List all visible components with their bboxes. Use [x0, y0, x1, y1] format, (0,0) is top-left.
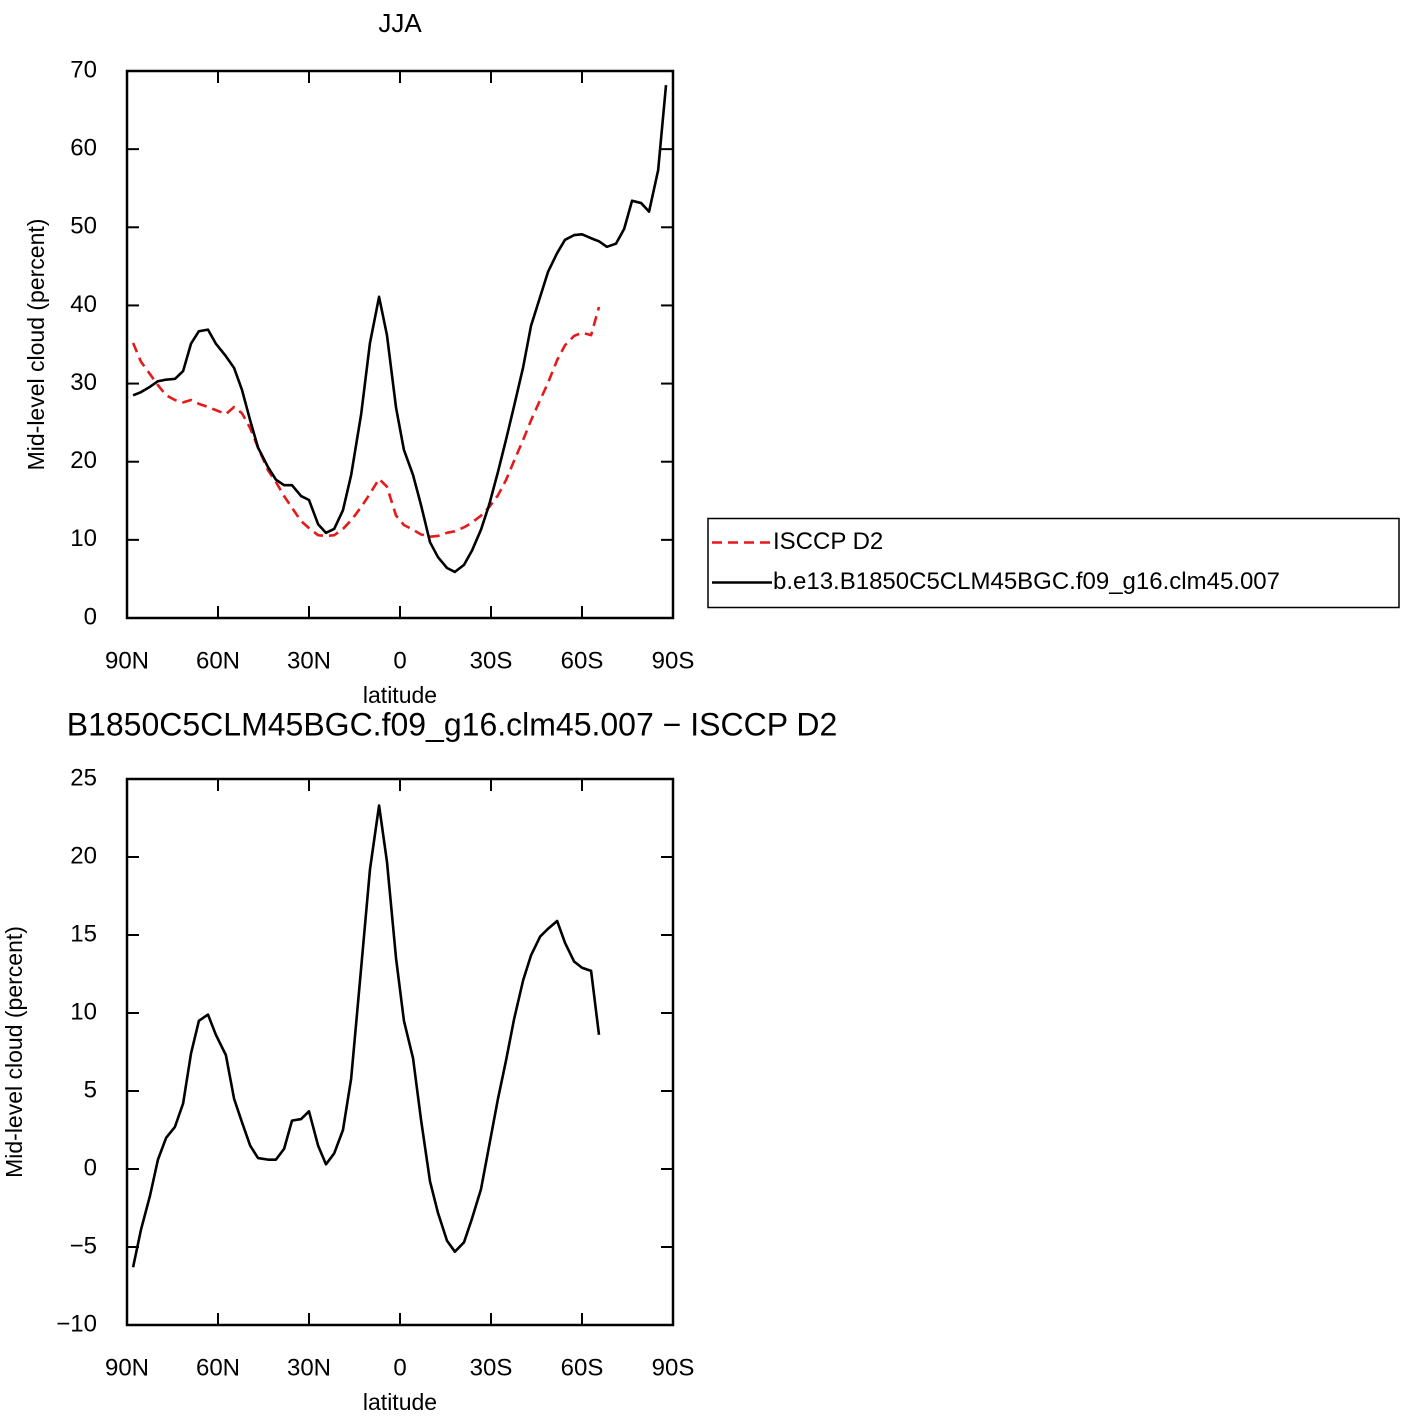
x-tick-label: 90N [105, 647, 149, 674]
x-tick-label: 30N [287, 647, 331, 674]
x-axis-label: latitude [363, 682, 437, 708]
y-axis-label: Mid-level cloud (percent) [1, 926, 27, 1178]
data-line [131, 306, 601, 539]
y-tick-label: 0 [84, 603, 97, 630]
y-tick-label: 10 [70, 998, 97, 1025]
x-tick-label: 60S [561, 647, 604, 674]
legend-label: b.e13.B1850C5CLM45BGC.f09_g16.clm45.007 [773, 568, 1280, 595]
legend-box [707, 517, 1400, 609]
x-tick-label: 30S [470, 647, 513, 674]
y-tick-label: 50 [70, 213, 97, 240]
x-tick-label: 60N [196, 647, 240, 674]
x-axis-label: latitude [363, 1389, 437, 1415]
y-tick-label: 0 [84, 1154, 97, 1181]
chart-title: JJA [378, 8, 422, 38]
y-tick-label: 10 [70, 525, 97, 552]
chart-title: B1850C5CLM45BGC.f09_g16.clm45.007 − ISCC… [67, 706, 838, 742]
y-tick-label: −5 [70, 1232, 97, 1259]
x-tick-label: 0 [393, 647, 406, 674]
y-tick-label: 60 [70, 134, 97, 161]
x-tick-label: 30S [470, 1354, 513, 1381]
x-tick-label: 90S [652, 647, 695, 674]
y-tick-label: 40 [70, 291, 97, 318]
data-line [131, 804, 601, 1268]
y-tick-label: 5 [84, 1076, 97, 1103]
legend-label: ISCCP D2 [773, 528, 883, 555]
y-tick-label: 25 [70, 764, 97, 791]
y-tick-label: 70 [70, 56, 97, 83]
y-axis-label: Mid-level cloud (percent) [23, 219, 49, 471]
y-tick-label: 15 [70, 920, 97, 947]
x-tick-label: 90S [652, 1354, 695, 1381]
x-tick-label: 0 [393, 1354, 406, 1381]
x-tick-label: 60S [561, 1354, 604, 1381]
y-tick-label: 30 [70, 369, 97, 396]
x-tick-label: 30N [287, 1354, 331, 1381]
data-line [132, 84, 668, 574]
y-tick-label: −10 [56, 1310, 97, 1337]
x-tick-label: 90N [105, 1354, 149, 1381]
x-tick-label: 60N [196, 1354, 240, 1381]
y-tick-label: 20 [70, 447, 97, 474]
y-tick-label: 20 [70, 842, 97, 869]
